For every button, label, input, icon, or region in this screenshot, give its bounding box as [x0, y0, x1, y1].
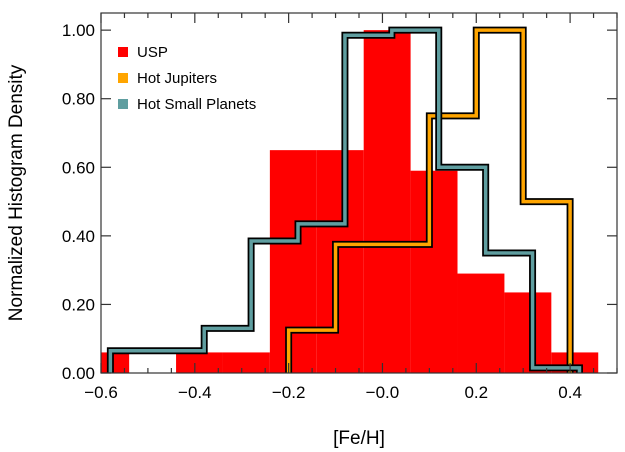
- hot-small-planets-line: [108, 28, 582, 373]
- legend-label: Hot Small Planets: [137, 96, 256, 113]
- legend: USP Hot Jupiters Hot Small Planets: [118, 44, 256, 113]
- legend-swatch: [118, 73, 128, 83]
- usp-bar: [316, 150, 364, 373]
- hot-jupiters-line: [286, 28, 572, 373]
- usp-bar: [410, 170, 458, 373]
- y-tick-label: 0.40: [62, 227, 95, 246]
- x-tick-label: −0.2: [272, 383, 306, 402]
- usp-bar: [504, 292, 552, 373]
- y-tick-label: 1.00: [62, 21, 95, 40]
- usp-bar: [363, 30, 411, 374]
- y-tick-label: 0.20: [62, 295, 95, 314]
- legend-swatch: [118, 47, 128, 57]
- usp-bar: [457, 273, 505, 373]
- legend-swatch: [118, 99, 128, 109]
- usp-bar: [269, 150, 317, 373]
- y-tick-label: 0.00: [62, 364, 95, 383]
- x-axis-title: [Fe/H]: [333, 428, 385, 449]
- usp-bar: [222, 352, 270, 373]
- axes: −0.6 −0.4 −0.2 −0.0 0.2 0.4 0.00 0.20 0.40 0.60 0.…: [62, 12, 618, 402]
- y-tick-label: 0.60: [62, 158, 95, 177]
- step-lines: [106, 26, 583, 373]
- legend-label: USP: [137, 44, 168, 61]
- usp-bar: [176, 352, 223, 373]
- x-tick-label: 0.4: [558, 383, 582, 402]
- legend-label: Hot Jupiters: [137, 70, 217, 87]
- x-tick-label: 0.2: [464, 383, 488, 402]
- x-tick-label: −0.4: [178, 383, 212, 402]
- y-axis-title: Normalized Histogram Density: [6, 64, 27, 321]
- x-tick-label: −0.0: [366, 383, 400, 402]
- y-tick-label: 0.80: [62, 90, 95, 109]
- usp-bars: [101, 30, 599, 374]
- x-tick-label: −0.6: [84, 383, 118, 402]
